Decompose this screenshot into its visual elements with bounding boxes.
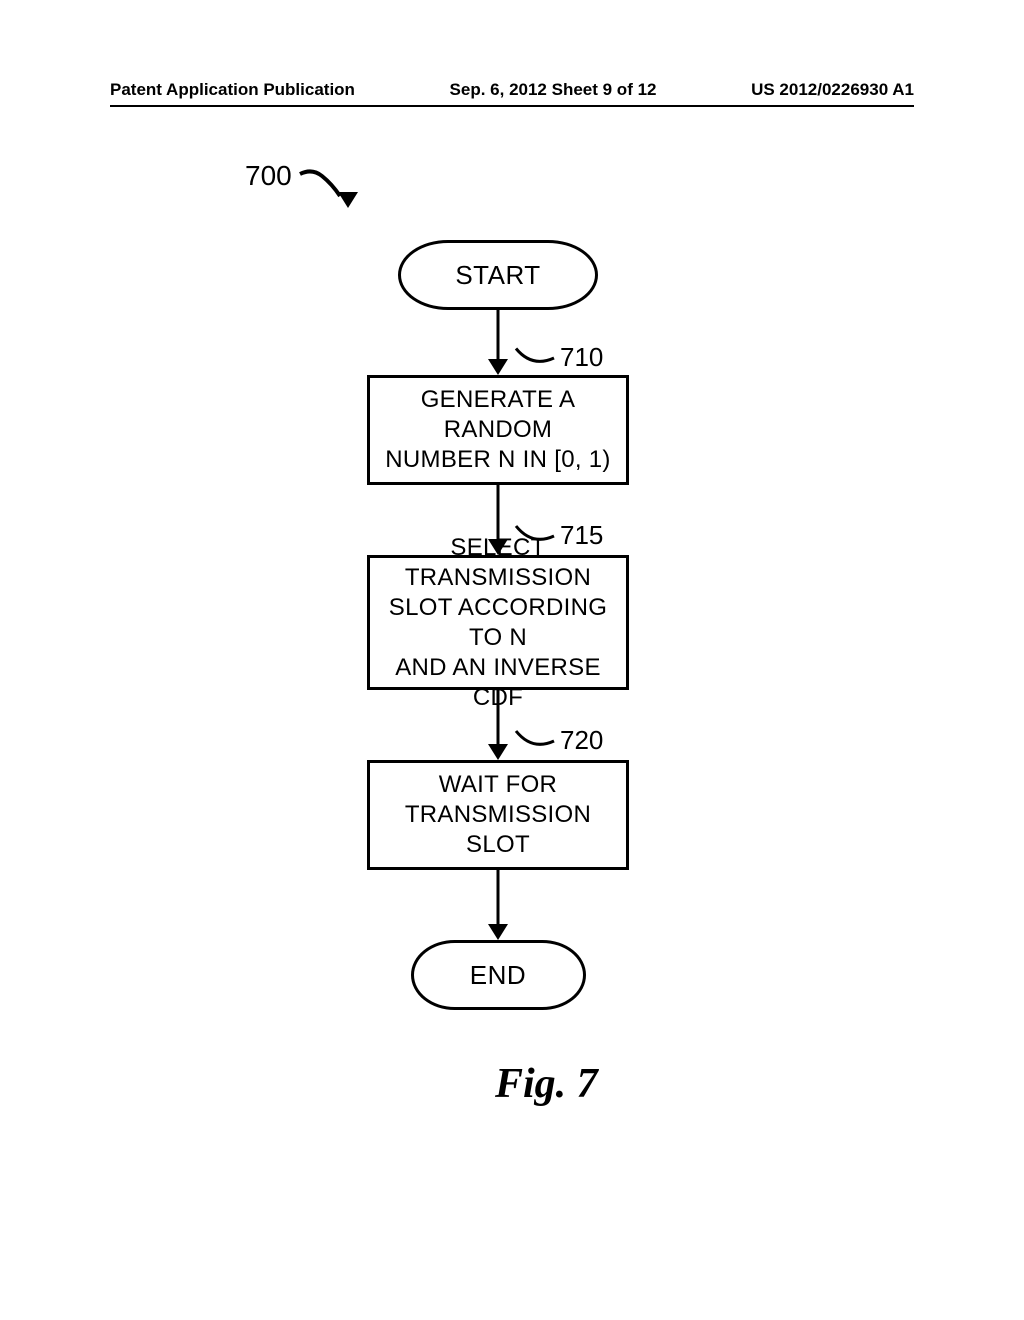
ref-710: 710 (560, 342, 603, 373)
end-label: END (470, 960, 526, 991)
header-mid: Sep. 6, 2012 Sheet 9 of 12 (450, 80, 657, 100)
ref-720: 720 (560, 725, 603, 756)
process-select-slot: SELECT TRANSMISSION SLOT ACCORDING TO N … (367, 555, 629, 690)
terminator-end: END (411, 940, 586, 1010)
figure-caption: Fig. 7 (495, 1060, 598, 1108)
step3-label: WAIT FOR TRANSMISSION SLOT (378, 770, 618, 860)
step2-label: SELECT TRANSMISSION SLOT ACCORDING TO N … (378, 533, 618, 713)
ref-700: 700 (245, 160, 292, 192)
start-label: START (455, 260, 540, 291)
ref-700-text: 700 (245, 160, 292, 191)
header-right: US 2012/0226930 A1 (751, 80, 914, 100)
ref-715: 715 (560, 520, 603, 551)
page: Patent Application Publication Sep. 6, 2… (0, 0, 1024, 1320)
process-wait: WAIT FOR TRANSMISSION SLOT (367, 760, 629, 870)
step1-label: GENERATE A RANDOM NUMBER N IN [0, 1) (378, 385, 618, 475)
header-rule (110, 105, 914, 107)
process-generate-random: GENERATE A RANDOM NUMBER N IN [0, 1) (367, 375, 629, 485)
page-header: Patent Application Publication Sep. 6, 2… (110, 80, 914, 100)
terminator-start: START (398, 240, 598, 310)
header-left: Patent Application Publication (110, 80, 355, 100)
